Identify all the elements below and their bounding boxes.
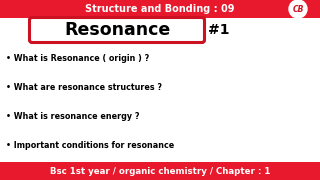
Text: CB: CB [292, 4, 304, 14]
Circle shape [289, 0, 307, 18]
Text: • What is Resonance ( origin ) ?: • What is Resonance ( origin ) ? [6, 54, 149, 63]
Text: Bsc 1st year / organic chemistry / Chapter : 1: Bsc 1st year / organic chemistry / Chapt… [50, 166, 270, 176]
Text: Structure and Bonding : 09: Structure and Bonding : 09 [85, 4, 235, 14]
Text: • What are resonance structures ?: • What are resonance structures ? [6, 83, 162, 92]
Bar [0, 162, 320, 180]
Text: #1: #1 [208, 23, 229, 37]
Bar [0, 0, 320, 18]
Text: Resonance: Resonance [64, 21, 170, 39]
FancyBboxPatch shape [29, 17, 204, 42]
Text: • Important conditions for resonance: • Important conditions for resonance [6, 141, 174, 150]
Text: • What is resonance energy ?: • What is resonance energy ? [6, 112, 140, 121]
